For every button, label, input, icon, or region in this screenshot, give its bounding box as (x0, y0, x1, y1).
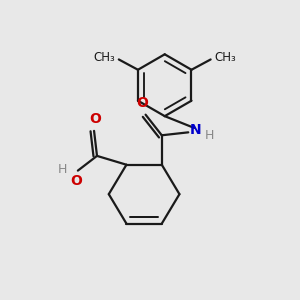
Text: O: O (70, 174, 82, 188)
Text: O: O (137, 96, 148, 110)
Text: CH₃: CH₃ (214, 51, 236, 64)
Text: O: O (90, 112, 101, 126)
Text: CH₃: CH₃ (94, 51, 115, 64)
Text: N: N (190, 123, 201, 137)
Text: H: H (205, 129, 214, 142)
Text: H: H (58, 163, 68, 176)
